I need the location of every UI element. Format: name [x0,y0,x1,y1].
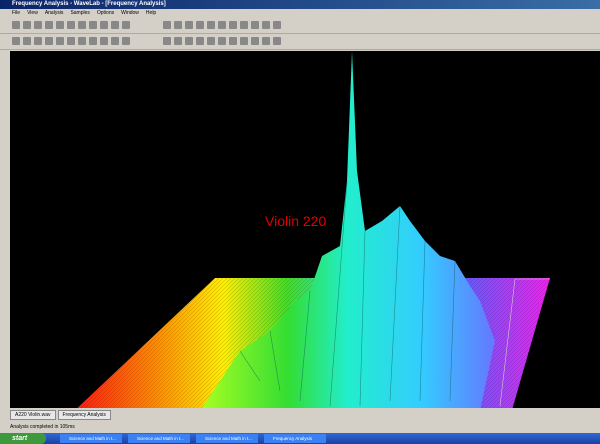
toolbar-button[interactable] [251,21,259,29]
toolbar-button[interactable] [163,37,171,45]
toolbar-button[interactable] [23,21,31,29]
toolbar-button[interactable] [262,21,270,29]
toolbar [0,18,600,34]
toolbar-button[interactable] [89,37,97,45]
task-button[interactable]: Science and Math in t... [60,434,122,443]
toolbar-button[interactable] [56,37,64,45]
toolbar-button[interactable] [174,37,182,45]
task-button[interactable]: Science and Math in t... [128,434,190,443]
task-button[interactable]: Frequency Analysis [264,434,326,443]
toolbar-button[interactable] [229,21,237,29]
toolbar [0,34,600,50]
toolbar-button[interactable] [240,37,248,45]
taskbar: start Science and Math in t... Science an… [0,433,600,444]
toolbar-button[interactable] [273,21,281,29]
toolbar-button[interactable] [196,21,204,29]
toolbar-button[interactable] [23,37,31,45]
toolbar-button[interactable] [78,21,86,29]
tab[interactable]: A220 Violin.wav [10,410,56,420]
menu-bar: File View Analysis Samples Options Window Help [0,9,600,17]
toolbar-button[interactable] [229,37,237,45]
toolbar-button[interactable] [34,37,42,45]
toolbar-button[interactable] [218,37,226,45]
toolbar-button[interactable] [122,37,130,45]
toolbar-button[interactable] [207,21,215,29]
toolbar-button[interactable] [122,21,130,29]
toolbar-button[interactable] [185,21,193,29]
status-bar: Analysis completed in 105ms [10,424,75,430]
toolbar-button[interactable] [100,21,108,29]
task-button[interactable]: Science and Math in t... [196,434,258,443]
plot-area: Violin 220 [10,51,600,408]
toolbar-button[interactable] [111,37,119,45]
menu-item[interactable]: Analysis [45,10,64,16]
menu-item[interactable]: Help [146,10,156,16]
menu-item[interactable]: View [27,10,38,16]
menu-item[interactable]: File [12,10,20,16]
toolbar-button[interactable] [56,21,64,29]
waterfall-plot: Violin 220 [10,51,600,408]
spectrum-peaks [200,51,495,408]
title-bar: Frequency Analysis - WaveLab - [Frequenc… [0,0,600,9]
toolbar-button[interactable] [67,37,75,45]
menu-item[interactable]: Samples [70,10,89,16]
toolbar-button[interactable] [163,21,171,29]
menu-item[interactable]: Window [121,10,139,16]
toolbar-button[interactable] [207,37,215,45]
menu-item[interactable]: Options [97,10,114,16]
toolbar-button[interactable] [273,37,281,45]
toolbar-button[interactable] [89,21,97,29]
toolbar-button[interactable] [174,21,182,29]
toolbar-button[interactable] [67,21,75,29]
toolbar-button[interactable] [196,37,204,45]
start-button[interactable]: start [0,433,46,444]
toolbar-button[interactable] [45,21,53,29]
toolbar-button[interactable] [12,21,20,29]
toolbar-button[interactable] [185,37,193,45]
toolbar-button[interactable] [262,37,270,45]
plot-label: Violin 220 [265,213,326,229]
toolbar-button[interactable] [240,21,248,29]
toolbar-button[interactable] [111,21,119,29]
toolbar-button[interactable] [100,37,108,45]
toolbar-button[interactable] [251,37,259,45]
toolbar-button[interactable] [34,21,42,29]
toolbar-button[interactable] [45,37,53,45]
tab[interactable]: Frequency Analysis [58,410,111,420]
toolbar-button[interactable] [12,37,20,45]
screen: Frequency Analysis - WaveLab - [Frequenc… [0,0,600,444]
toolbar-button[interactable] [78,37,86,45]
toolbar-button[interactable] [218,21,226,29]
